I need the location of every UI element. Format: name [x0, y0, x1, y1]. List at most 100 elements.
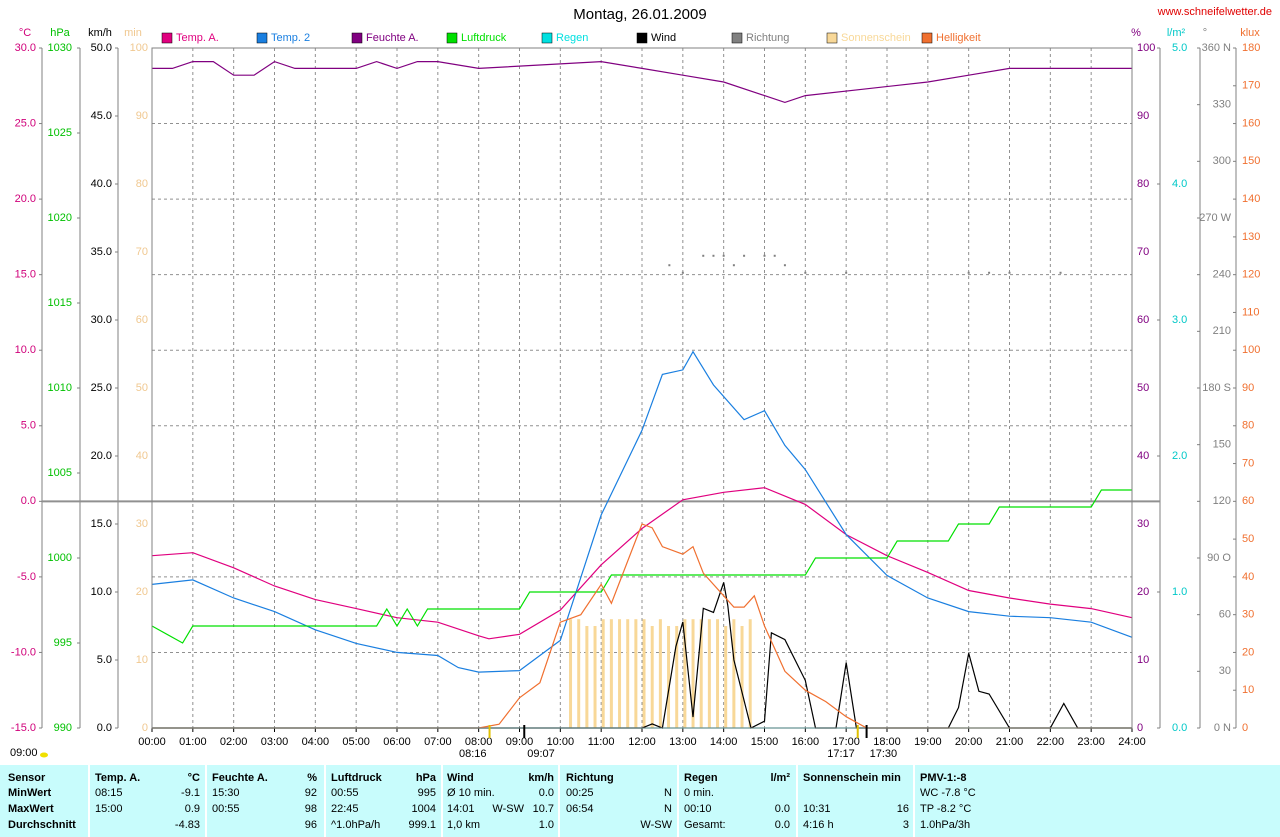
x-tick-label: 03:00 — [261, 736, 289, 748]
table-cell: W-SW — [492, 803, 524, 815]
summary-table: Sensor MinWert MaxWert Durchschnitt Temp. A.… — [0, 765, 1280, 837]
table-cell: 98 — [304, 803, 317, 815]
table-header: Sonnenschein min — [803, 772, 901, 784]
table-cell: 16 — [896, 803, 909, 815]
legend-label: Temp. A. — [176, 32, 219, 44]
y-tick-label: 70 — [1242, 457, 1254, 469]
y-tick-label: 210 — [1213, 325, 1231, 337]
sunshine-bar — [748, 619, 752, 728]
y-tick-label: 100 — [1242, 344, 1260, 356]
direction-dot — [763, 254, 766, 257]
table-cell: Ø 10 min. — [447, 787, 495, 799]
series-line — [151, 489, 1132, 644]
sunshine-bar — [675, 626, 679, 728]
y-tick-label: 330 — [1213, 99, 1231, 111]
y-tick-label: 70 — [136, 246, 148, 258]
table-cell: Gesamt: — [684, 819, 726, 831]
table-cell: ^1.0hPa/h — [331, 819, 381, 831]
y-tick-label: 360 N — [1202, 42, 1231, 54]
direction-dot — [668, 264, 671, 267]
sunshine-bar — [577, 619, 581, 728]
sunshine-bar — [569, 619, 573, 728]
y-tick-label: 50 — [1242, 533, 1254, 545]
x-tick-label: 11:00 — [588, 736, 615, 748]
table-cell: 00:55 — [212, 803, 240, 815]
x-tick-label: 02:00 — [220, 736, 248, 748]
table-cell: 92 — [304, 787, 317, 799]
y-tick-label: 20 — [1137, 586, 1149, 598]
y-tick-label: 140 — [1242, 193, 1260, 205]
table-cell: 0 min. — [684, 787, 714, 799]
direction-dot — [712, 254, 715, 257]
x-tick-label: 16:00 — [792, 736, 820, 748]
table-cell: 08:15 — [95, 787, 123, 799]
sun-icon — [40, 752, 48, 758]
y-tick-label: 180 — [1242, 42, 1260, 54]
y-tick-label: 120 — [1242, 269, 1260, 281]
y-tick-label: 3.0 — [1172, 314, 1187, 326]
y-tick-label: 30 — [136, 518, 148, 530]
legend-swatch — [541, 32, 553, 44]
table-separator — [677, 765, 679, 837]
y-tick-label: -5.0 — [17, 571, 36, 583]
table-cell: WC -7.8 °C — [920, 787, 976, 799]
y-tick-label: -10.0 — [11, 646, 36, 658]
y-tick-label: 60 — [136, 314, 148, 326]
y-tick-label: 4.0 — [1172, 178, 1187, 190]
table-unit: °C — [187, 772, 200, 784]
x-tick-label: 10:00 — [547, 736, 575, 748]
time-annotation: 08:16 — [459, 748, 487, 760]
table-cell: MinWert — [8, 787, 52, 799]
table-cell: 10.7 — [532, 803, 554, 815]
y-tick-label: 240 — [1213, 269, 1231, 281]
direction-dot — [1059, 271, 1062, 274]
table-header: Richtung — [566, 772, 614, 784]
y-tick-label: 80 — [136, 178, 148, 190]
chart-title: Montag, 26.01.2009 — [573, 6, 706, 23]
y-tick-label: 10 — [136, 654, 148, 666]
y-tick-label: 50 — [136, 382, 148, 394]
y-tick-label: 150 — [1242, 155, 1260, 167]
table-cell: W-SW — [640, 819, 672, 831]
y-tick-label: 130 — [1242, 231, 1260, 243]
series-line — [152, 60, 1132, 104]
table-cell: 1.0 — [538, 819, 554, 831]
series-line — [151, 350, 1133, 673]
x-tick-label: 21:00 — [996, 736, 1024, 748]
y-tick-label: 50 — [1137, 382, 1149, 394]
x-tick-label: 01:00 — [179, 736, 207, 748]
legend-label: Regen — [556, 32, 588, 44]
x-tick-label: 23:00 — [1077, 736, 1105, 748]
y-tick-label: 160 — [1242, 117, 1260, 129]
y-tick-label: 1030 — [48, 42, 72, 54]
sunshine-bar — [585, 626, 589, 728]
x-tick-label: 20:00 — [955, 736, 983, 748]
x-tick-label: 18:00 — [873, 736, 901, 748]
table-cell: 00:55 — [331, 787, 359, 799]
y-tick-label: 1.0 — [1172, 586, 1187, 598]
table-cell: 0.0 — [538, 787, 554, 799]
legend-swatch — [446, 32, 458, 44]
y-tick-label: 20.0 — [91, 450, 112, 462]
y-tick-label: 990 — [54, 722, 72, 734]
x-tick-label: 07:00 — [424, 736, 452, 748]
y-tick-label: 1025 — [48, 127, 72, 139]
x-tick-label: 15:00 — [751, 736, 779, 748]
y-tick-label: 80 — [1137, 178, 1149, 190]
sunshine-bar — [716, 619, 720, 728]
sunshine-bar — [593, 626, 597, 728]
y-tick-label: 0 N — [1214, 722, 1231, 734]
y-tick-label: 25.0 — [91, 382, 112, 394]
sunshine-bar — [667, 626, 671, 728]
table-cell: TP -8.2 °C — [920, 803, 972, 815]
direction-dot — [681, 271, 684, 274]
table-separator — [441, 765, 443, 837]
y-tick-label: 120 — [1213, 495, 1231, 507]
y-tick-label: 180 S — [1202, 382, 1231, 394]
axis-unit: l/m² — [1167, 27, 1186, 39]
y-tick-label: 30 — [1137, 518, 1149, 530]
x-tick-label: 04:00 — [302, 736, 330, 748]
legend-swatch — [256, 32, 268, 44]
sunshine-bar — [658, 619, 662, 728]
